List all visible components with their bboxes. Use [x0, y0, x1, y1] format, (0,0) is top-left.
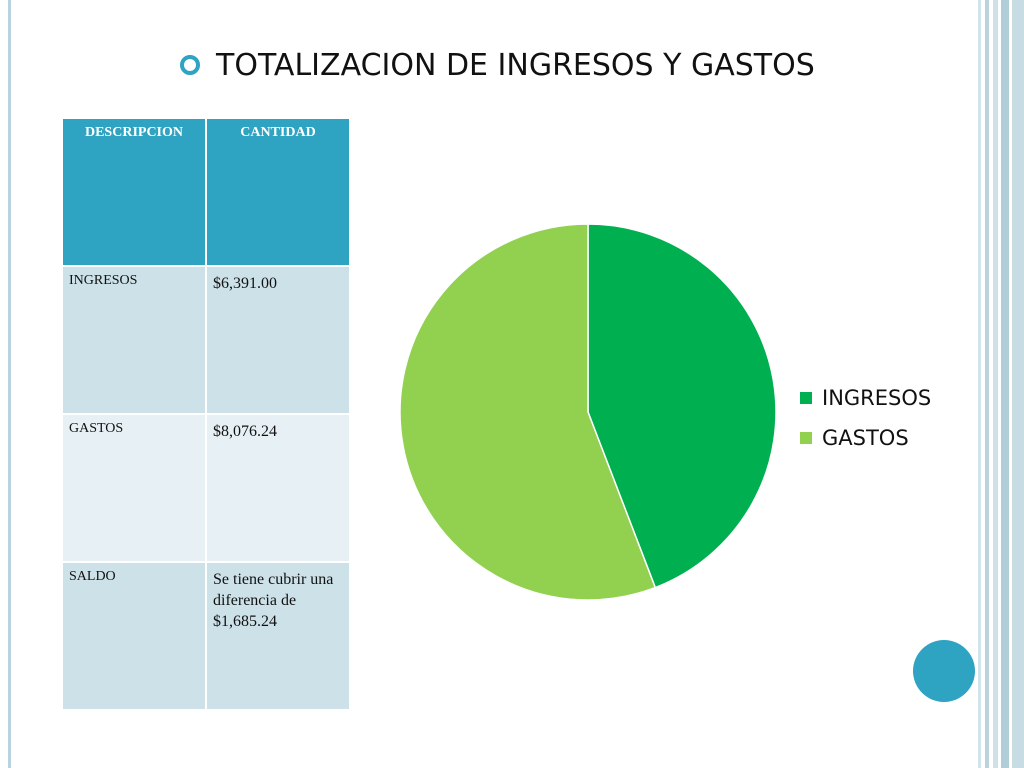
right-stripe	[985, 0, 989, 768]
legend-item-gastos: GASTOS	[800, 418, 931, 458]
right-stripe	[993, 0, 998, 768]
summary-table: DESCRIPCION CANTIDAD INGRESOS $6,391.00 …	[61, 117, 351, 711]
cell-desc: INGRESOS	[61, 265, 207, 415]
legend-swatch	[800, 432, 812, 444]
cell-amount: Se tiene cubrir una diferencia de $1,685…	[205, 561, 351, 711]
right-stripe	[978, 0, 981, 768]
legend-item-ingresos: INGRESOS	[800, 378, 931, 418]
table-row: SALDO Se tiene cubrir una diferencia de …	[61, 561, 351, 711]
slide-title: TOTALIZACION DE INGRESOS Y GASTOS	[216, 47, 815, 83]
cell-desc: GASTOS	[61, 413, 207, 563]
right-stripe	[1001, 0, 1009, 768]
table-row: INGRESOS $6,391.00	[61, 265, 351, 415]
table-row: GASTOS $8,076.24	[61, 413, 351, 563]
header-descripcion: DESCRIPCION	[61, 117, 207, 267]
decorative-circle	[913, 640, 975, 702]
title-row: TOTALIZACION DE INGRESOS Y GASTOS	[180, 42, 815, 88]
right-stripe	[1012, 0, 1024, 768]
cell-desc: SALDO	[61, 561, 207, 711]
legend-label: GASTOS	[822, 426, 909, 450]
pie-slice-ingresos	[587, 223, 777, 589]
bullet-icon	[180, 55, 200, 75]
legend-swatch	[800, 392, 812, 404]
legend-label: INGRESOS	[822, 386, 932, 410]
pie-slice-gastos	[399, 223, 657, 601]
header-cantidad: CANTIDAD	[205, 117, 351, 267]
left-border	[8, 0, 11, 768]
chart-legend: INGRESOS GASTOS	[800, 378, 931, 458]
cell-amount: $6,391.00	[205, 265, 351, 415]
cell-amount: $8,076.24	[205, 413, 351, 563]
pie-chart	[399, 223, 777, 601]
